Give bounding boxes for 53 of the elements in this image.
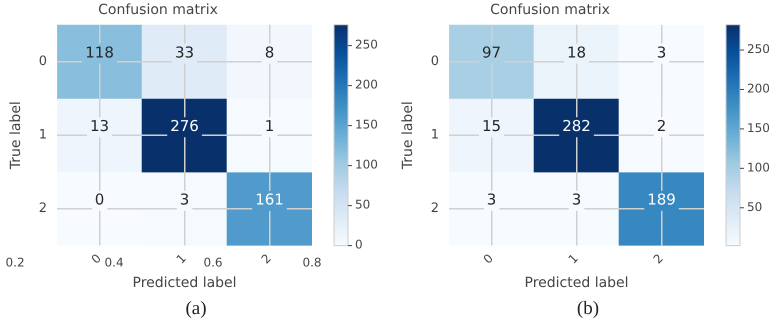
data-label: 3 [486, 190, 496, 209]
x-tick-label: 1 [174, 251, 189, 266]
y-tick-label: 0 [38, 54, 48, 69]
x2-tick-label: 0.6 [203, 256, 223, 270]
x-tick-label: 2 [258, 251, 274, 266]
data-label: 18 [566, 43, 586, 62]
x2-tick-label: 0.8 [302, 256, 322, 270]
color-bar-label: 100 [355, 158, 378, 172]
data-label: 2 [656, 117, 666, 136]
x-tick-label: 2 [650, 251, 666, 266]
y-tick-label: 1 [38, 128, 48, 143]
color-bar-label: 50 [747, 200, 762, 214]
data-label: 0 [94, 190, 104, 209]
color-bar-label: 250 [355, 38, 378, 52]
x-tick-label: 0 [480, 251, 496, 266]
data-label: 97 [482, 43, 502, 62]
data-label: 13 [90, 117, 110, 136]
data-label: 282 [562, 117, 591, 136]
color-bar-label: 0 [355, 238, 363, 252]
y-axis-title: True label [400, 101, 416, 170]
data-label: 189 [647, 190, 676, 209]
x2-tick-label: 0.4 [104, 256, 124, 270]
y-tick-label: 2 [38, 201, 48, 216]
y-tick-label: 0 [430, 54, 440, 69]
x-tick-label: 1 [566, 251, 581, 266]
data-label: 33 [174, 43, 194, 62]
x2-tick-label: 0.2 [6, 256, 25, 270]
data-label: 3 [180, 190, 190, 209]
x-axis-title: Predicted label [132, 275, 237, 292]
color-bar-label: 150 [747, 121, 770, 136]
x-tick-label: 0 [88, 251, 104, 266]
data-label: 161 [255, 190, 284, 209]
text: (b) [576, 298, 600, 320]
color-bar-label: 200 [355, 78, 378, 92]
data-label: 3 [656, 43, 666, 62]
color-bar-label: 50 [355, 198, 370, 212]
data-label: 1 [264, 117, 274, 136]
y-tick-label: 1 [430, 128, 440, 143]
y-axis-title: True label [8, 101, 24, 170]
data-label: 15 [482, 117, 502, 136]
color-bar-label: 250 [747, 42, 770, 56]
text: (a) [184, 298, 208, 320]
color-bar-label: 100 [747, 160, 770, 174]
data-label: 8 [264, 43, 274, 62]
chart-title: Confusion matrix [490, 2, 610, 18]
color-bar-label: 200 [747, 82, 770, 96]
chart-title: Confusion matrix [98, 2, 218, 18]
data-label: 276 [170, 117, 199, 136]
y-tick-label: 2 [430, 201, 440, 216]
data-label: 3 [572, 190, 582, 209]
x-axis-title: Predicted label [524, 275, 629, 292]
data-label: 118 [85, 43, 114, 62]
color-bar-label: 150 [355, 118, 378, 132]
